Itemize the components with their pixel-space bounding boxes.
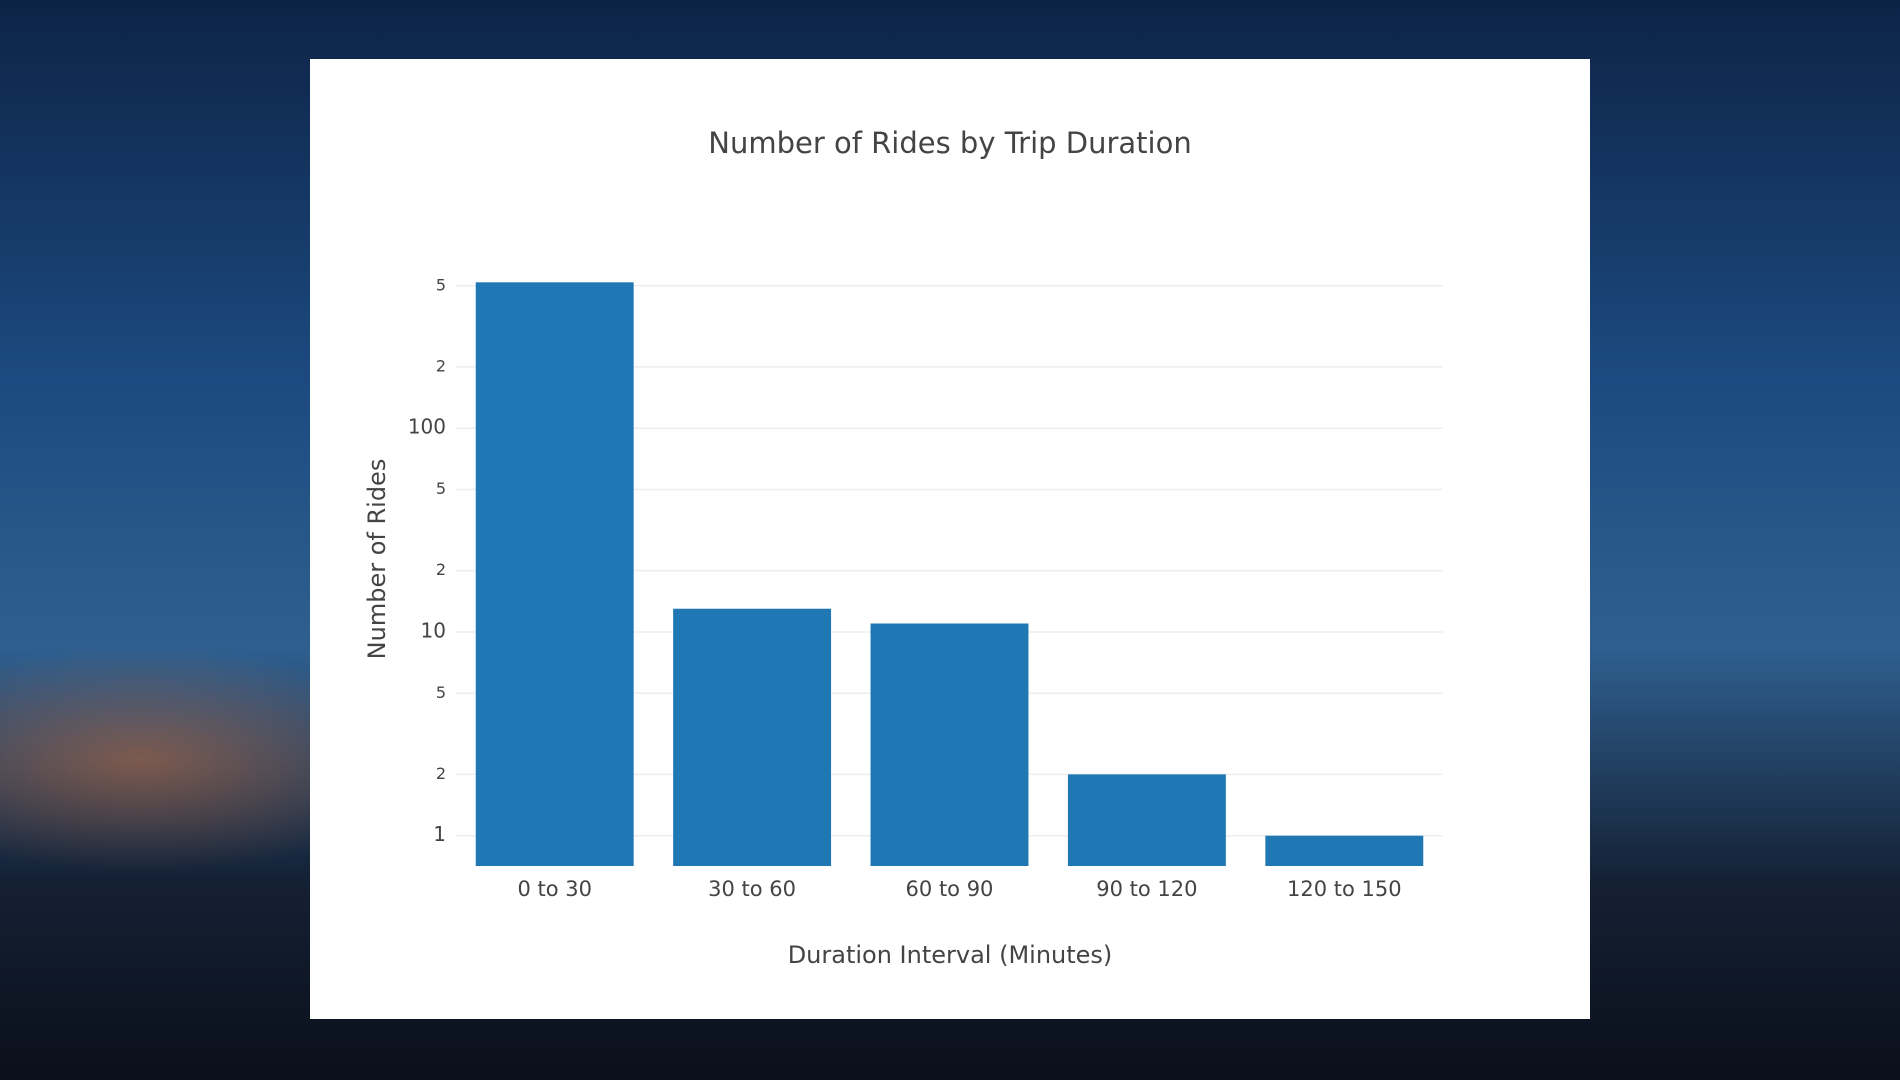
- chart: Number of Rides by Trip Duration Duratio…: [363, 126, 1443, 969]
- chart-title: Number of Rides by Trip Duration: [708, 126, 1191, 160]
- x-tick-label: 30 to 60: [708, 877, 796, 901]
- bar: [1067, 774, 1226, 866]
- y-tick-label: 5: [436, 275, 446, 294]
- x-tick-label: 90 to 120: [1096, 877, 1197, 901]
- x-tick-label: 120 to 150: [1287, 877, 1402, 901]
- x-tick-label: 0 to 30: [517, 877, 592, 901]
- y-tick-label: 10: [421, 618, 446, 642]
- y-tick-label: 5: [436, 683, 446, 702]
- bar: [870, 623, 1029, 866]
- y-tick-label: 1: [433, 822, 446, 846]
- bar: [1265, 835, 1424, 866]
- y-tick-label: 5: [436, 479, 446, 498]
- bar: [673, 608, 832, 866]
- y-tick-label: 2: [436, 560, 446, 579]
- chart-panel: Number of Rides by Trip Duration Duratio…: [310, 59, 1590, 1019]
- x-tick-label: 60 to 90: [906, 877, 994, 901]
- y-tick-label: 2: [436, 764, 446, 783]
- bar: [475, 282, 634, 866]
- y-tick-label: 100: [408, 415, 446, 439]
- x-axis-title: Duration Interval (Minutes): [788, 941, 1113, 969]
- y-axis-title: Number of Rides: [363, 459, 391, 660]
- y-tick-label: 2: [436, 356, 446, 375]
